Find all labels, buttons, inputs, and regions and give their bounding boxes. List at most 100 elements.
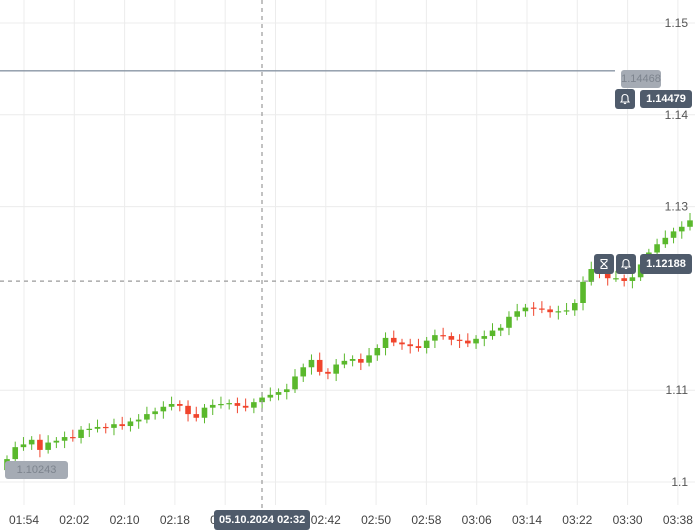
bell-icon [619,93,631,105]
candle-body [489,330,496,337]
candle-body [160,406,167,412]
candle-body [547,309,553,313]
candle-body [168,404,175,407]
candle-body [390,337,397,343]
timer-button[interactable] [594,254,614,274]
candle-body [604,272,611,279]
x-tick-label: 02:58 [411,513,441,527]
candle-body [267,394,274,398]
candle-body [497,327,504,331]
candle-body [423,340,430,348]
candle-body [374,347,381,356]
candle-body [12,447,19,460]
y-tick-label: 1.15 [665,16,689,30]
x-tick-label: 02:42 [311,513,341,527]
candle-body [111,424,117,428]
candle-body [522,307,529,312]
candle-body [102,426,109,429]
candle-body [555,311,562,313]
crosshair-price-label: 1.12188 [640,254,692,274]
candle-body [588,269,595,282]
candle-body [571,303,578,311]
candle-body [300,367,307,377]
bell-icon [620,258,632,270]
candle-body [341,360,348,365]
x-tick-label: 02:02 [59,513,89,527]
candle-body [654,244,660,253]
candle-body [580,281,586,303]
candle-body [201,407,208,418]
candle-body [45,442,51,450]
candle-body [506,316,512,328]
candle-body [678,226,685,232]
candle-body [283,389,290,393]
candle-body [473,338,479,344]
candle-body [20,444,27,448]
y-tick-label: 1.1 [671,475,688,489]
candle-body [670,231,677,238]
candle-body [432,335,438,341]
candle-body [53,440,60,443]
candle-body [70,437,76,439]
candle-body [193,414,200,418]
candle-body [514,311,520,317]
candle-body [209,404,216,408]
candle-body [530,307,537,309]
hourglass-icon [600,258,608,270]
candle-body [316,359,323,372]
candle-body [234,403,241,406]
candle-body [613,278,619,280]
candle-body [144,414,150,420]
x-tick-label: 02:18 [160,513,190,527]
ghost-price-label-top: 1.14468 [621,70,661,88]
candle-body [37,439,43,450]
y-tick-label: 1.11 [666,383,689,397]
candle-body [448,336,455,340]
candle-body [563,310,570,312]
candle-body [94,426,101,429]
ghost-price-label-bottom: 1.10243 [5,461,68,479]
candle-body [152,411,158,415]
y-tick-label: 1.13 [665,200,689,214]
candle-body [226,403,232,405]
alert-bell-button-crosshair[interactable] [616,254,636,274]
candle-body [629,277,636,281]
alert-bell-button-current[interactable] [615,89,635,109]
x-tick-label: 03:38 [663,513,693,527]
candle-body [86,428,93,430]
candle-body [333,364,339,374]
y-tick-label: 1.14 [665,108,689,122]
candle-body [127,421,134,427]
candle-body [251,402,257,408]
candle-body [61,437,68,441]
candle-body [78,429,84,438]
candle-body [440,335,446,337]
candle-body [275,392,282,395]
x-tick-label: 03:06 [462,513,492,527]
candle-body [456,339,463,341]
candle-body [349,359,356,361]
candle-body [621,278,627,281]
candle-body [407,344,414,347]
x-tick-label: 01:54 [9,513,39,527]
candle-body [687,220,693,227]
x-tick-label: 03:22 [562,513,592,527]
candle-body [415,346,422,348]
candle-body [119,424,126,427]
candle-body [465,340,471,344]
candle-body [292,376,298,390]
candle-body [242,405,249,408]
candle-body [539,308,545,310]
candle-body [28,439,35,445]
candle-body [218,404,224,406]
candle-body [399,342,405,345]
crosshair-time-label: 05.10.2024 02:32 [214,510,311,530]
x-tick-label: 02:10 [110,513,140,527]
candle-body [135,419,142,422]
candle-body [382,337,389,348]
candle-body [366,355,372,363]
candle-body [662,237,669,245]
candle-body [358,359,364,363]
x-tick-label: 03:14 [512,513,542,527]
